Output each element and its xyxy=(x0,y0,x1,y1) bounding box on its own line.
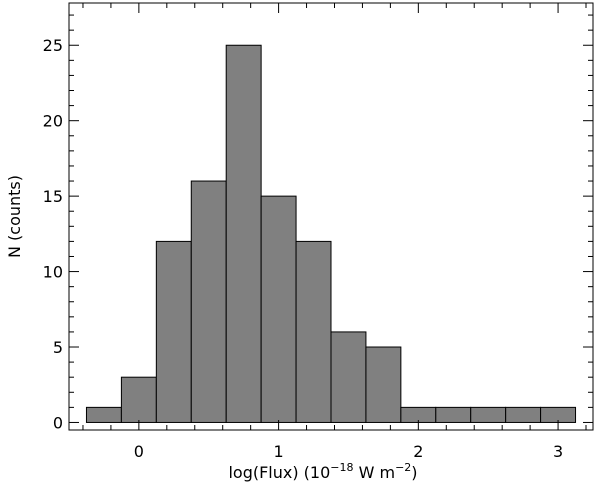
y-tick-label: 25 xyxy=(43,36,63,55)
ticks-layer xyxy=(69,3,593,430)
y-tick-label: 5 xyxy=(53,338,63,357)
histogram-bar xyxy=(260,195,297,423)
histogram-bar xyxy=(295,240,332,423)
y-axis-label: N (counts) xyxy=(5,175,24,258)
y-tick-label: 10 xyxy=(43,263,63,282)
x-tick-label: 1 xyxy=(274,442,284,461)
y-tick-label: 0 xyxy=(53,413,63,432)
histogram-bar xyxy=(225,44,262,423)
x-axis-label-suffix: ) xyxy=(411,463,417,482)
histogram-bar xyxy=(330,331,367,423)
histogram-bar xyxy=(190,180,227,423)
plot-frame xyxy=(68,2,594,431)
histogram-bar xyxy=(470,406,507,423)
x-axis-label-exp1: −18 xyxy=(330,461,353,474)
histogram-bar xyxy=(435,406,472,423)
tick-labels-layer: 0 1 2 3 0 5 10 15 20 25 xyxy=(43,36,564,461)
y-tick-label: 15 xyxy=(43,187,63,206)
x-tick-label: 2 xyxy=(413,442,423,461)
x-axis-label-prefix: log(Flux) (10 xyxy=(228,463,330,482)
histogram-bar xyxy=(85,406,122,423)
x-tick-label: 0 xyxy=(134,442,144,461)
x-tick-label: 3 xyxy=(553,442,563,461)
histogram-bar xyxy=(505,406,542,423)
histogram-bar xyxy=(120,376,157,423)
x-axis-label-exp2: −2 xyxy=(395,461,411,474)
y-tick-label: 20 xyxy=(43,112,63,131)
histogram-bar xyxy=(365,346,402,423)
bars-layer xyxy=(85,44,577,423)
histogram-bar xyxy=(155,240,192,423)
x-axis-label: log(Flux) (10−18 W m−2) xyxy=(228,461,417,482)
x-axis-label-mid: W m xyxy=(354,463,396,482)
